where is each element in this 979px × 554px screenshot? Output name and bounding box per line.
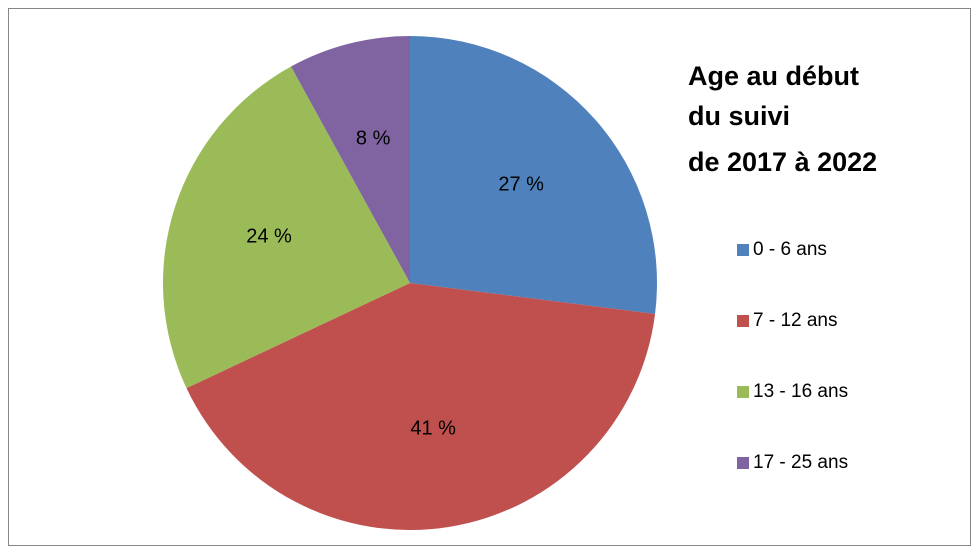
legend-label: 17 - 25 ans [753,452,848,473]
legend-swatch [737,386,749,398]
pie-slice [410,36,657,314]
chart-title: du suivi [688,101,790,131]
legend-swatch [737,244,749,256]
pie-slice [186,283,656,530]
chart-title: Age au début [688,61,859,91]
data-label: 8 % [356,128,391,150]
legend-label: 0 - 6 ans [753,239,827,260]
legend-label: 7 - 12 ans [753,310,838,331]
legend-label: 13 - 16 ans [753,381,848,402]
legend-swatch [737,315,749,327]
data-label: 27 % [498,173,544,195]
pie-slice [291,36,410,283]
data-label: 41 % [410,418,456,440]
data-label: 24 % [246,225,292,247]
chart-title: de 2017 à 2022 [688,147,877,177]
legend-swatch [737,457,749,469]
pie-slice [163,66,410,389]
